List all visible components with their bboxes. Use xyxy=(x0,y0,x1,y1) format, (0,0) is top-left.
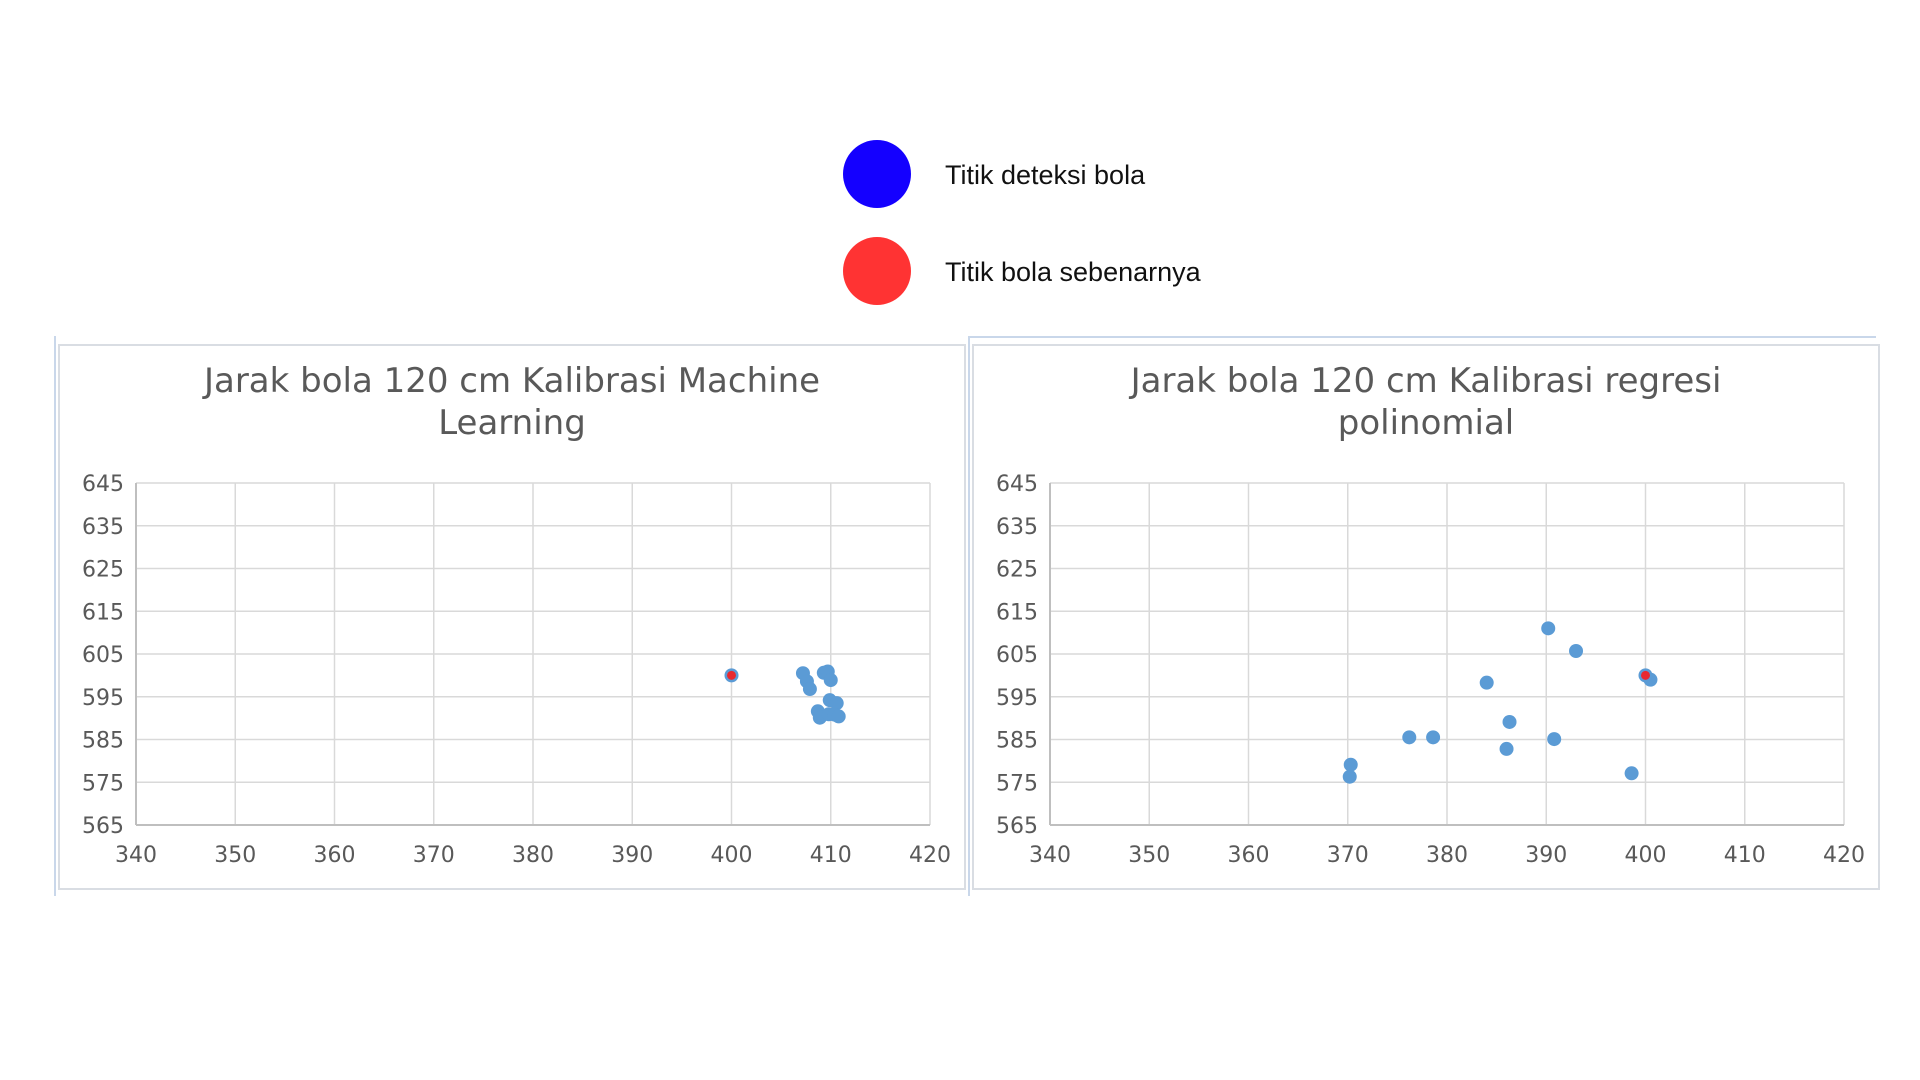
detected-point xyxy=(1541,621,1556,636)
detected-point xyxy=(1547,732,1562,747)
y-tick-label: 605 xyxy=(996,643,1038,668)
x-tick-label: 420 xyxy=(1823,843,1865,868)
detected-point xyxy=(1499,741,1514,756)
chart-title-line: Jarak bola 120 cm Kalibrasi regresi xyxy=(1129,361,1722,401)
y-tick-label: 615 xyxy=(996,600,1038,625)
x-tick-label: 350 xyxy=(1128,843,1170,868)
y-tick-label: 585 xyxy=(996,729,1038,754)
y-tick-label: 585 xyxy=(82,729,124,754)
legend-dot-detected xyxy=(843,140,911,208)
y-tick-label: 595 xyxy=(82,686,124,711)
y-tick-label: 595 xyxy=(996,686,1038,711)
detected-point xyxy=(829,696,844,711)
chart-title-line: polinomial xyxy=(1338,403,1514,443)
x-tick-label: 380 xyxy=(512,843,554,868)
chart-panel-polynomial-regression: Jarak bola 120 cm Kalibrasi regresi polin… xyxy=(972,344,1880,890)
x-tick-label: 400 xyxy=(711,843,753,868)
legend-label-actual: Titik bola sebenarnya xyxy=(945,257,1201,287)
x-tick-label: 410 xyxy=(1724,843,1766,868)
frame-divider-middle xyxy=(968,336,970,896)
x-tick-label: 360 xyxy=(1228,843,1270,868)
frame-divider-left xyxy=(54,336,56,896)
y-tick-label: 565 xyxy=(996,814,1038,839)
detected-point xyxy=(802,682,817,697)
actual-point xyxy=(1641,670,1650,680)
legend-label-detected: Titik deteksi bola xyxy=(945,160,1146,190)
y-tick-label: 575 xyxy=(996,771,1038,796)
y-tick-label: 645 xyxy=(82,472,124,497)
detected-point xyxy=(1402,730,1417,745)
detected-point xyxy=(1426,730,1441,745)
chart-panel-machine-learning: Jarak bola 120 cm Kalibrasi Machine Learn… xyxy=(58,344,966,890)
detected-point xyxy=(1343,757,1358,772)
x-tick-label: 410 xyxy=(810,843,852,868)
legend-item-actual: Titik bola sebenarnya xyxy=(843,237,1343,307)
x-tick-label: 390 xyxy=(1525,843,1567,868)
y-tick-label: 645 xyxy=(996,472,1038,497)
detected-point xyxy=(831,709,846,724)
x-tick-label: 360 xyxy=(314,843,356,868)
x-tick-label: 340 xyxy=(1029,843,1071,868)
actual-point xyxy=(727,670,736,680)
y-tick-label: 615 xyxy=(82,600,124,625)
y-tick-label: 605 xyxy=(82,643,124,668)
chart-title-line: Learning xyxy=(438,403,586,443)
y-tick-label: 565 xyxy=(82,814,124,839)
scatter-chart-machine-learning: Jarak bola 120 cm Kalibrasi MachineLearn… xyxy=(82,361,951,868)
detected-point xyxy=(1569,644,1584,659)
x-tick-label: 340 xyxy=(115,843,157,868)
y-tick-label: 635 xyxy=(996,515,1038,540)
x-tick-label: 420 xyxy=(909,843,951,868)
x-tick-label: 350 xyxy=(214,843,256,868)
x-tick-label: 400 xyxy=(1625,843,1667,868)
chart-title-line: Jarak bola 120 cm Kalibrasi Machine xyxy=(202,361,820,401)
frame-top-right xyxy=(968,336,1876,338)
y-tick-label: 635 xyxy=(82,515,124,540)
x-tick-label: 370 xyxy=(413,843,455,868)
detected-point xyxy=(1479,675,1494,690)
detected-point xyxy=(1502,714,1517,729)
x-tick-label: 370 xyxy=(1327,843,1369,868)
scatter-chart-polynomial-regression: Jarak bola 120 cm Kalibrasi regresipolin… xyxy=(996,361,1865,868)
detected-point xyxy=(823,673,838,688)
detected-point xyxy=(1342,769,1357,784)
detected-point xyxy=(1624,766,1639,781)
x-tick-label: 380 xyxy=(1426,843,1468,868)
legend-item-detected: Titik deteksi bola xyxy=(843,140,1343,210)
y-tick-label: 625 xyxy=(996,558,1038,583)
legend-dot-actual xyxy=(843,237,911,305)
y-tick-label: 575 xyxy=(82,771,124,796)
y-tick-label: 625 xyxy=(82,558,124,583)
x-tick-label: 390 xyxy=(611,843,653,868)
